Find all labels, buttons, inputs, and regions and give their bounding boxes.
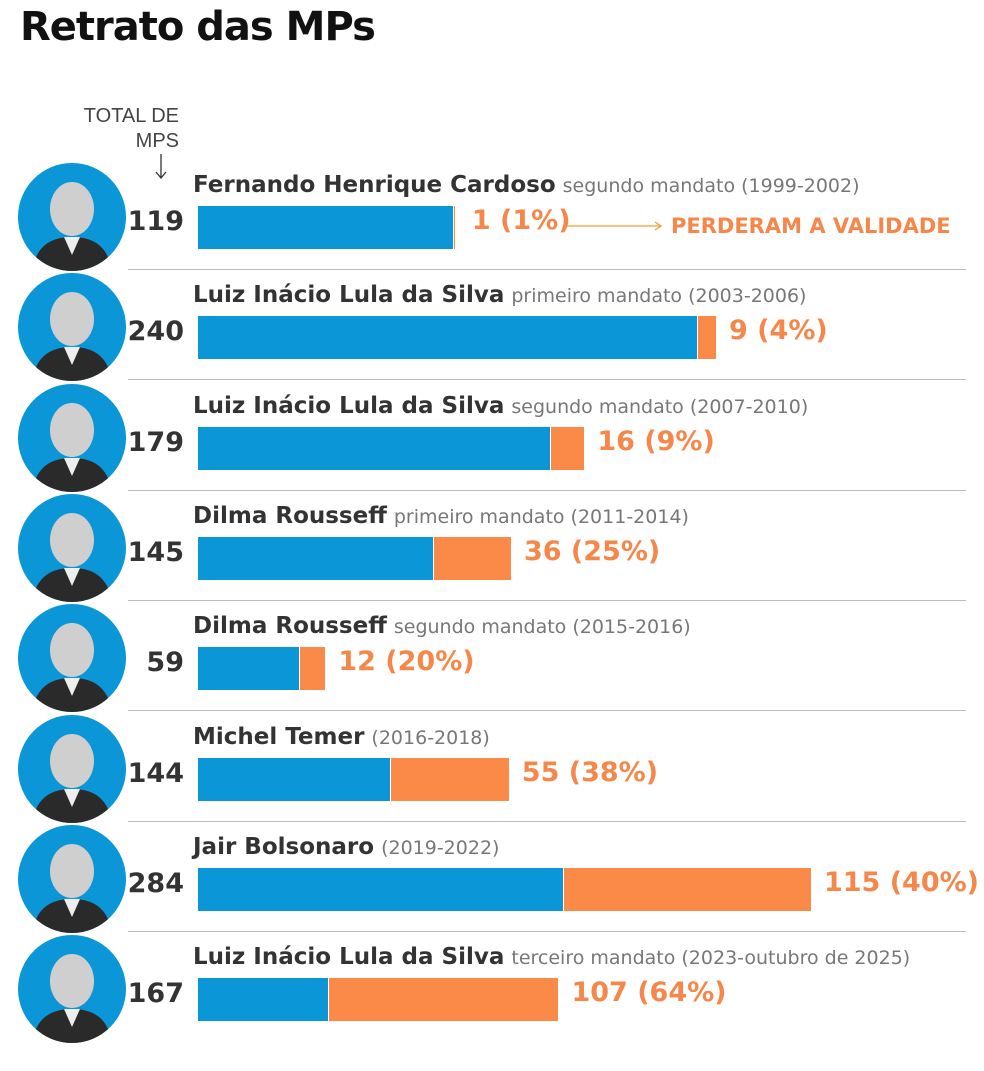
president-name-text: Dilma Rousseff — [193, 613, 387, 640]
person-icon — [32, 292, 112, 382]
lost-value-label: 107 (64%) — [571, 977, 727, 1009]
portrait-avatar — [18, 163, 126, 271]
term-label: (2016-2018) — [371, 726, 490, 749]
total-value: 284 — [127, 867, 184, 899]
bar-lost — [453, 206, 455, 249]
person-icon — [32, 182, 112, 271]
portrait-avatar — [18, 604, 126, 713]
page-title: Retrato das MPs — [20, 4, 376, 50]
row-divider — [128, 269, 966, 270]
term-label: segundo mandato (2007-2010) — [511, 395, 809, 418]
person-icon — [32, 954, 112, 1044]
row-divider — [128, 930, 966, 932]
lost-value-label: 115 (40%) — [823, 866, 980, 898]
row-divider — [128, 489, 966, 491]
total-value: 144 — [127, 757, 184, 789]
president-name: Dilma Rousseff segundo mandato (2015-2016… — [193, 613, 691, 639]
term-label: segundo mandato (1999-2002) — [562, 175, 860, 197]
lost-value-label: 9 (4%) — [729, 315, 828, 347]
president-name-text: Luiz Inácio Lula da Silva — [193, 944, 505, 971]
bar-row: Dilma Rousseff primeiro mandato (2011-201… — [0, 493, 984, 657]
president-name-text: Luiz Inácio Lula da Silva — [193, 282, 505, 309]
term-label: segundo mandato (2015-2016) — [393, 616, 691, 639]
president-name-text: Luiz Inácio Lula da Silva — [193, 392, 505, 419]
person-icon — [32, 623, 112, 713]
bar-row: Luiz Inácio Lula da Silva segundo mandato… — [0, 383, 984, 547]
bar-row: Luiz Inácio Lula da Silva terceiro mandat… — [0, 935, 984, 1071]
bar-valid — [198, 647, 300, 691]
bar-row: Jair Bolsonaro (2019-2022) 284 115 (40%) — [0, 824, 984, 988]
bar-lost — [563, 867, 811, 911]
bar-lost — [300, 647, 326, 691]
person-icon — [32, 402, 112, 492]
lost-value-label: 16 (9%) — [597, 425, 715, 457]
lost-value-label: 55 (38%) — [521, 756, 659, 788]
portrait-avatar — [18, 493, 126, 602]
bar-row: Dilma Rousseff segundo mandato (2015-2016… — [0, 604, 984, 767]
total-value: 119 — [127, 206, 184, 237]
president-name: Dilma Rousseff primeiro mandato (2011-201… — [193, 503, 689, 529]
president-name: Jair Bolsonaro (2019-2022) — [193, 834, 499, 860]
bar-lost — [550, 426, 585, 470]
row-divider — [128, 599, 966, 601]
bar-lost — [697, 316, 716, 360]
lost-value-label: 1 (1%) — [471, 205, 571, 236]
total-value: 167 — [127, 978, 184, 1010]
person-icon — [32, 512, 112, 602]
term-label: terceiro mandato (2023-outubro de 2025) — [511, 947, 911, 970]
row-divider — [128, 379, 966, 381]
bar-lost — [391, 757, 509, 801]
bar-row: Luiz Inácio Lula da Silva primeiro mandat… — [0, 273, 984, 436]
right-arrow-icon — [565, 221, 663, 231]
portrait-avatar — [18, 935, 126, 1044]
bar-lost — [434, 536, 511, 580]
bar-valid — [198, 867, 563, 911]
term-label: primeiro mandato (2003-2006) — [511, 285, 807, 308]
president-name-text: Fernando Henrique Cardoso — [193, 172, 556, 198]
person-icon — [32, 733, 112, 823]
total-value: 240 — [127, 316, 184, 348]
total-value: 59 — [146, 647, 184, 679]
portrait-avatar — [18, 273, 126, 382]
legend-note: PERDERAM A VALIDADE — [565, 214, 951, 238]
total-value: 179 — [127, 426, 184, 458]
bar-valid — [198, 206, 453, 249]
president-name: Luiz Inácio Lula da Silva primeiro mandat… — [193, 282, 806, 308]
president-name: Luiz Inácio Lula da Silva segundo mandato… — [193, 393, 808, 419]
president-name: Michel Temer (2016-2018) — [193, 724, 490, 750]
portrait-avatar — [18, 714, 126, 823]
bar-valid — [198, 978, 328, 1022]
bar-row: Fernando Henrique Cardoso segundo mandato… — [0, 163, 984, 326]
total-label: TOTAL DE MPS — [83, 105, 179, 152]
lost-value-label: 12 (20%) — [338, 646, 475, 678]
president-name: Fernando Henrique Cardoso segundo mandato… — [193, 172, 860, 198]
bar-valid — [198, 536, 434, 580]
bar-valid — [198, 426, 550, 470]
portrait-avatar — [18, 824, 126, 933]
president-name: Luiz Inácio Lula da Silva terceiro mandat… — [193, 944, 910, 970]
row-divider — [128, 820, 966, 822]
total-value: 145 — [127, 536, 184, 568]
president-name-text: Jair Bolsonaro — [193, 833, 375, 860]
bar-row: Michel Temer (2016-2018) 144 55 (38%) — [0, 714, 984, 878]
president-name-text: Michel Temer — [193, 723, 365, 750]
bar-lost — [328, 978, 559, 1022]
term-label: primeiro mandato (2011-2014) — [393, 505, 689, 528]
row-divider — [128, 710, 966, 712]
lost-value-label: 36 (25%) — [523, 535, 661, 567]
person-icon — [32, 843, 112, 933]
bar-valid — [198, 316, 697, 360]
president-name-text: Dilma Rousseff — [193, 502, 387, 529]
down-arrow-icon — [155, 154, 167, 180]
legend-lost-label: PERDERAM A VALIDADE — [671, 214, 951, 238]
term-label: (2019-2022) — [381, 836, 500, 859]
portrait-avatar — [18, 383, 126, 492]
bar-valid — [198, 757, 391, 801]
